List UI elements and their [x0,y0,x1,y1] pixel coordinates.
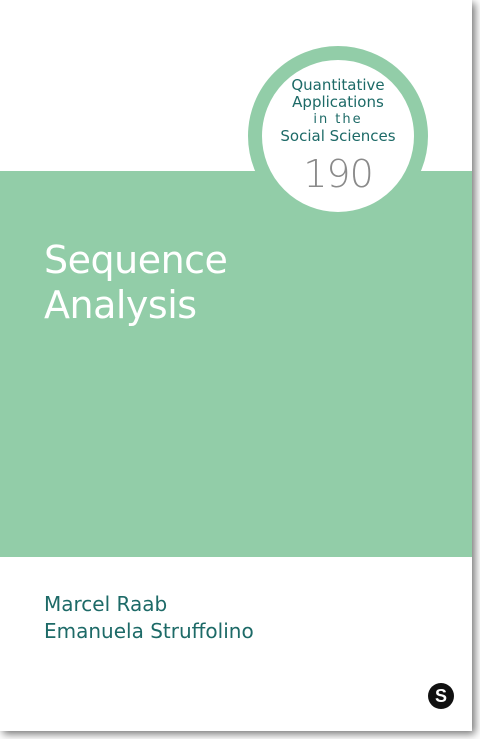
series-number: 190 [303,152,374,196]
series-badge: Quantitative Applications in the Social … [248,46,428,226]
author-name-2: Emanuela Struffolino [44,619,254,643]
series-name-line-4: Social Sciences [280,127,396,145]
book-cover: Quantitative Applications in the Social … [0,46,472,709]
author-name-1: Marcel Raab [44,592,168,616]
book-title-line-1: Sequence [44,238,228,282]
sage-logo-letter: S [435,686,447,706]
series-name-line-1: Quantitative [291,76,385,94]
series-name-line-3: in the [313,112,363,127]
book-title: Sequence Analysis [44,238,228,328]
book-title-line-2: Analysis [44,283,197,327]
title-band [0,171,472,557]
sage-publisher-logo-icon: S [428,683,454,709]
series-name-line-2: Applications [292,93,384,111]
